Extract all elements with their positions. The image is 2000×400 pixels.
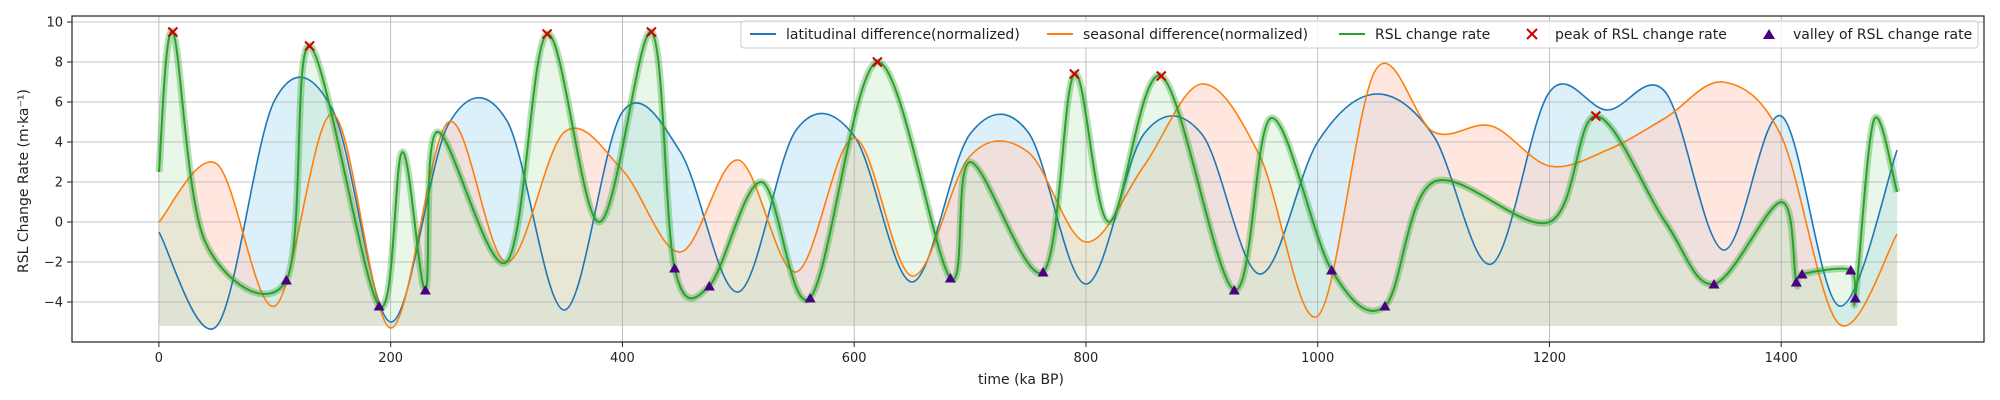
peak-valley-markers [167, 26, 1861, 311]
y-tick-label: 8 [55, 56, 63, 71]
rsl-change-rate-fill [158, 31, 1898, 327]
valley-marker [1790, 277, 1802, 287]
x-tick-label: 400 [610, 351, 635, 366]
seasonal-difference-line [158, 62, 1898, 329]
peak-marker [1590, 110, 1602, 122]
valley-marker [419, 285, 431, 295]
peak-marker-stroke [541, 28, 553, 40]
valley-marker [804, 293, 816, 303]
legend-label-rsl: RSL change rate [1375, 27, 1490, 43]
valley-marker [669, 263, 681, 273]
y-tick-label: 0 [55, 216, 63, 231]
valley-marker [1228, 285, 1240, 295]
y-tick-label: 2 [55, 176, 63, 191]
peak-marker-stroke [167, 26, 179, 38]
peak-marker [167, 26, 179, 38]
valley-marker [1708, 279, 1720, 289]
plot-frame [71, 15, 1985, 343]
y-axis-ticks: −4 −2 0 2 4 6 8 10 [44, 16, 72, 311]
x-axis-ticks: 0 200 400 600 800 1000 1200 1400 [155, 342, 1798, 366]
x-tick-label: 600 [842, 351, 867, 366]
x-tick-label: 800 [1074, 351, 1099, 366]
y-tick-label: 6 [55, 96, 63, 111]
valley-marker [1326, 265, 1338, 275]
x-tick-label: 1400 [1765, 351, 1798, 366]
valley-marker [1037, 267, 1049, 277]
peak-marker-stroke [1590, 110, 1602, 122]
valley-marker [1796, 269, 1808, 279]
legend-valley-marker [1763, 29, 1775, 39]
y-tick-label: −4 [44, 296, 63, 311]
valley-marker [1379, 301, 1391, 311]
peak-marker [872, 56, 883, 68]
peak-marker-stroke [646, 26, 657, 38]
peak-marker [541, 28, 553, 40]
legend-label-seasonal: seasonal difference(normalized) [1083, 27, 1308, 43]
valley-marker [280, 275, 292, 285]
peak-marker-stroke [872, 56, 883, 68]
peak-marker [304, 40, 315, 52]
valley-marker [1849, 293, 1861, 303]
latitudinal-difference-line [158, 76, 1898, 330]
peak-marker [1156, 70, 1167, 82]
legend-peak-marker [1526, 28, 1538, 40]
legend: latitudinal difference(normalized) seaso… [740, 20, 1979, 49]
x-tick-label: 200 [378, 351, 403, 366]
x-axis-label: time (ka BP) [978, 372, 1064, 388]
valley-marker [373, 301, 385, 311]
legend-label-valley: valley of RSL change rate [1793, 27, 1972, 43]
y-tick-label: 4 [55, 136, 63, 151]
valley-marker [703, 281, 715, 291]
peak-marker-stroke [304, 40, 315, 52]
peak-marker-stroke [1156, 70, 1167, 82]
y-tick-label: 10 [46, 16, 63, 31]
y-tick-label: −2 [44, 256, 63, 271]
x-tick-label: 1000 [1301, 351, 1334, 366]
legend-label-peak: peak of RSL change rate [1555, 27, 1727, 43]
valley-marker [1845, 265, 1857, 275]
peak-marker [646, 26, 657, 38]
peak-marker-stroke [1069, 68, 1080, 80]
x-tick-label: 0 [155, 351, 163, 366]
x-tick-label: 1200 [1533, 351, 1566, 366]
valley-marker [944, 273, 956, 283]
y-axis-label: RSL Change Rate (m·ka⁻¹) [16, 89, 32, 273]
peak-marker [1069, 68, 1080, 80]
legend-label-latitudinal: latitudinal difference(normalized) [786, 27, 1020, 43]
